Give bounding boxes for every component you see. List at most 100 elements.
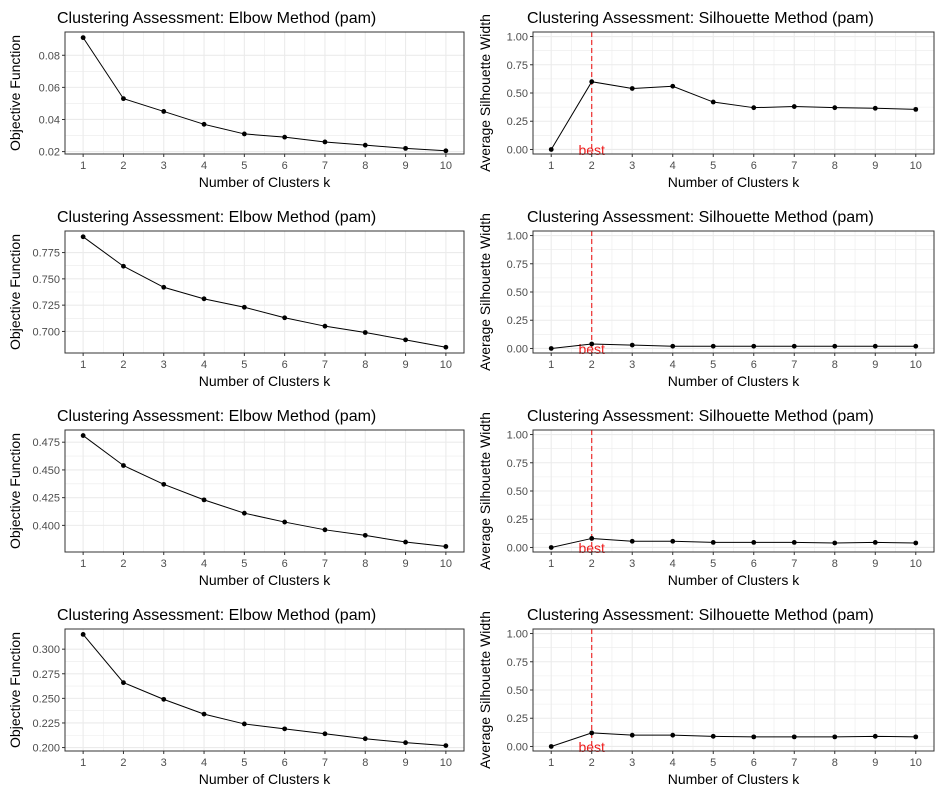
- x-tick-label: 2: [589, 359, 595, 371]
- chart-panel-6: Clustering Assessment: Silhouette Method…: [477, 408, 935, 588]
- y-tick-label: 0.750: [32, 274, 60, 286]
- data-point: [121, 96, 126, 102]
- data-point: [282, 315, 288, 321]
- data-point: [791, 539, 797, 545]
- data-point: [403, 145, 408, 151]
- x-axis-title: Number of Clusters k: [199, 373, 331, 389]
- x-tick-label: 6: [282, 160, 288, 172]
- y-tick-label: 0.50: [507, 685, 528, 697]
- x-tick-label: 9: [872, 160, 878, 172]
- data-point: [443, 544, 449, 549]
- data-point: [282, 726, 288, 732]
- y-tick-label: 1.00: [507, 231, 528, 243]
- x-tick-label: 9: [402, 160, 408, 172]
- y-tick-label: 0.725: [32, 300, 60, 312]
- data-point: [710, 99, 716, 105]
- x-tick-label: 10: [440, 359, 452, 371]
- data-point: [403, 337, 408, 343]
- y-axis-title: Average Silhouette Width: [477, 611, 493, 769]
- x-tick-label: 6: [751, 558, 757, 570]
- chart-panel-8: Clustering Assessment: Silhouette Method…: [477, 607, 935, 787]
- data-point: [161, 696, 167, 702]
- data-point: [548, 346, 554, 351]
- data-point: [80, 433, 86, 438]
- y-tick-label: 0.225: [32, 718, 60, 730]
- data-point: [161, 109, 167, 114]
- y-tick-label: 0.400: [32, 520, 60, 532]
- data-point: [362, 532, 368, 538]
- x-tick-label: 2: [120, 757, 126, 769]
- data-point: [710, 539, 716, 545]
- x-tick-label: 9: [872, 757, 878, 769]
- data-point: [913, 540, 919, 546]
- x-tick-label: 1: [548, 558, 554, 570]
- x-tick-label: 7: [791, 359, 797, 371]
- data-point: [791, 343, 797, 349]
- data-point: [670, 732, 676, 738]
- data-point: [241, 721, 247, 727]
- y-tick-label: 0.275: [32, 669, 60, 681]
- series-line: [550, 81, 916, 150]
- y-tick-label: 0.00: [507, 542, 528, 554]
- data-point: [710, 343, 716, 349]
- x-axis-title: Number of Clusters k: [668, 373, 800, 389]
- data-point: [872, 105, 878, 111]
- x-tick-label: 3: [161, 359, 167, 371]
- y-axis-title: Average Silhouette Width: [477, 14, 493, 172]
- y-axis-title: Objective Function: [7, 632, 23, 748]
- x-tick-label: 2: [589, 160, 595, 172]
- series-line: [82, 634, 446, 747]
- x-tick-label: 7: [322, 359, 328, 371]
- y-tick-label: 1.00: [507, 32, 528, 44]
- x-tick-label: 6: [282, 757, 288, 769]
- x-tick-label: 1: [80, 757, 86, 769]
- y-tick-label: 0.700: [32, 326, 60, 338]
- data-point: [751, 734, 757, 740]
- x-tick-label: 3: [161, 558, 167, 570]
- x-tick-label: 4: [201, 757, 207, 769]
- chart-title: Clustering Assessment: Elbow Method (pam…: [57, 10, 376, 27]
- x-tick-label: 6: [751, 160, 757, 172]
- x-tick-label: 3: [629, 757, 635, 769]
- y-tick-label: 0.475: [32, 437, 60, 449]
- x-tick-label: 8: [832, 359, 838, 371]
- y-tick-label: 0.25: [507, 514, 528, 526]
- x-tick-label: 9: [402, 757, 408, 769]
- chart-panel-3: Clustering Assessment: Elbow Method (pam…: [7, 209, 465, 389]
- x-tick-label: 8: [832, 757, 838, 769]
- data-point: [832, 105, 838, 111]
- data-point: [322, 139, 328, 145]
- y-tick-label: 0.00: [507, 144, 528, 156]
- data-point: [403, 539, 408, 545]
- data-point: [872, 733, 878, 739]
- panel-border: [64, 628, 465, 752]
- x-axis-title: Number of Clusters k: [199, 174, 331, 190]
- chart-panel-2: Clustering Assessment: Silhouette Method…: [477, 10, 935, 190]
- x-tick-label: 2: [120, 359, 126, 371]
- y-tick-label: 0.00: [507, 741, 528, 753]
- x-tick-label: 8: [832, 160, 838, 172]
- x-axis-title: Number of Clusters k: [668, 572, 800, 588]
- x-tick-label: 1: [548, 757, 554, 769]
- y-tick-label: 0.25: [507, 713, 528, 725]
- y-tick-label: 0.425: [32, 493, 60, 505]
- series-line: [551, 537, 916, 548]
- data-point: [589, 730, 595, 736]
- data-point: [80, 632, 86, 637]
- x-tick-label: 8: [832, 558, 838, 570]
- data-point: [791, 104, 797, 109]
- x-tick-label: 10: [440, 558, 452, 570]
- x-tick-label: 4: [201, 160, 207, 172]
- data-point: [751, 105, 757, 111]
- x-tick-label: 4: [670, 359, 676, 371]
- x-tick-label: 2: [589, 757, 595, 769]
- x-tick-label: 5: [241, 359, 247, 371]
- x-tick-label: 2: [120, 558, 126, 570]
- panel-border: [64, 230, 465, 354]
- x-tick-label: 1: [80, 359, 86, 371]
- x-tick-label: 10: [440, 757, 452, 769]
- x-tick-label: 4: [670, 757, 676, 769]
- x-tick-label: 5: [710, 558, 716, 570]
- panel-border: [64, 31, 465, 155]
